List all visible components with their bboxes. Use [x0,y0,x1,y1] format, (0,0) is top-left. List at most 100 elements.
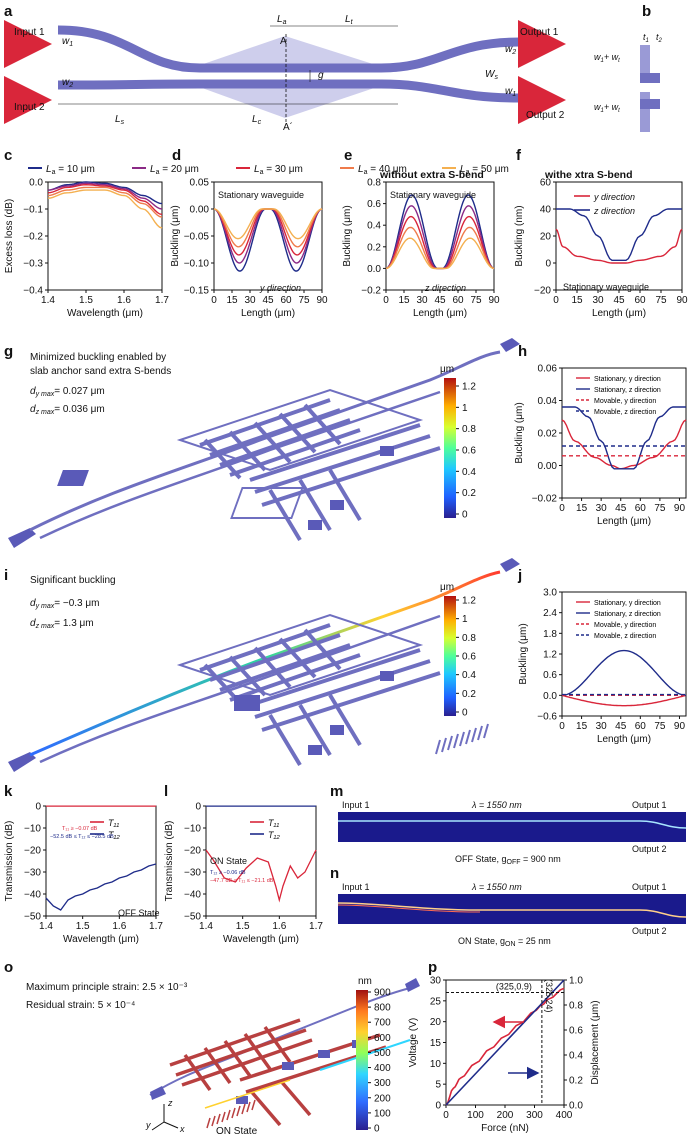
Ls-label: Ls [115,114,125,126]
cb-tick-label: 0.4 [462,467,476,478]
g-dy: dy max= 0.027 μm [30,386,105,398]
x-axis-label-p: Force (nN) [481,1123,529,1134]
cb-o-unit: nm [358,976,372,987]
panel-label-p: p [428,959,437,976]
y-tick-label-f: 20 [540,232,552,243]
x-tick-label-j: 15 [576,721,588,732]
x-tick-label-j: 0 [559,721,565,732]
y-tick-label-h: 0.00 [538,461,558,472]
x-axis-label-l: Wavelength (μm) [223,934,299,945]
y-tick-label-l: −10 [184,824,201,835]
cb-tick-label: 300 [374,1078,391,1089]
chart-c: 1.4 1.5 1.6 1.7 0.0 −0.1 −0.2 −0.3 −0.4 Wavelengt… [4,178,169,320]
legend-entry-c-3: La = 40 μm [358,164,407,176]
legend-entry-k-1: T₁₂ [108,830,120,840]
note-f-1: Stationary waveguide [563,282,649,292]
cb-tick-label: 0.2 [462,488,476,499]
y-tick-label-e: 0.4 [367,221,381,232]
line-h-1 [562,406,686,470]
y-tick-label-j: 3.0 [543,588,557,599]
x-tick-label-e: 90 [488,295,500,306]
panel-label-m: m [330,783,343,800]
x-tick-label-d: 75 [298,295,310,306]
x-axis-label-e: Length (μm) [413,308,467,319]
line-p-voltage [445,987,565,1106]
chart-p: 0 100 200 300 400 30 25 20 15 10 5 0 Force (nN) Volta… [408,976,601,1135]
panel-label-d: d [172,147,181,164]
waveguide-upper [57,25,521,73]
x-tick-label-p: 200 [497,1110,514,1121]
chart-h: 0 15 30 45 60 75 90 0.06 0.04 0.02 0.00 −0.02 Length… [514,364,687,527]
panel-label-h: h [518,343,527,360]
line-e-4 [385,237,495,270]
device-3d-g [8,338,520,548]
legend-entry-f-0: y direction [593,192,635,202]
output-2-label: Output 2 [526,110,565,121]
o-axis-y: y [145,1120,151,1130]
i-dy: dy max= −0.3 μm [30,598,99,610]
w1wt-label-bottom: w1+ wt [594,102,620,114]
i-text-1: Significant buckling [30,575,116,586]
input-2-label: Input 2 [14,102,45,113]
x-tick-label-h: 90 [674,503,686,514]
x-tick-label-h: 45 [615,503,627,514]
line-c-2 [47,183,163,216]
chart-e: 0 15 30 45 60 75 90 0.8 0.6 0.4 0.2 0.0 −0.2 Length (… [342,178,500,320]
panel-b: b t1 t2 w1+ wt w1+ wt [594,3,663,132]
x-tick-label-p: 400 [556,1110,573,1121]
panel-label-g: g [4,343,13,360]
x-tick-label-l: 1.4 [199,921,213,932]
y-tick-label-e: 0.2 [367,242,381,253]
x-tick-label-f: 45 [613,295,625,306]
m-field [338,812,686,842]
x-tick-label-d: 0 [211,295,217,306]
chart-k: 1.4 1.5 1.6 1.7 0 −10 −20 −30 −40 −50 Wavelength (… [4,802,163,946]
g-text-2: slab anchor sand extra S-bends [30,366,171,377]
cb-tick-label: 0.8 [462,424,476,435]
A-prime-label: A´ [283,121,293,133]
y-tick-label-p: 20 [430,1017,442,1028]
x-tick-label-k: 1.7 [149,921,163,932]
cb-tick-label: 200 [374,1093,391,1104]
x-tick-label-h: 75 [654,503,666,514]
y-tick-label-h: 0.06 [538,364,558,375]
x-tick-label-f: 30 [592,295,604,306]
colorbar-i-ticks: 1.2 1 0.8 0.6 0.4 0.2 0 [456,596,476,719]
legend-entry-l-1: T₁₂ [268,830,280,840]
x-tick-label-e: 15 [398,295,410,306]
y-tick-label-k: −40 [24,890,41,901]
x-tick-label-f: 0 [553,295,559,306]
y-tick-label-l: −40 [184,890,201,901]
line-h-0 [561,419,687,470]
x-tick-label-d: 90 [316,295,328,306]
cb-tick-label: 800 [374,1003,391,1014]
y-tick-label-j: 0.6 [543,670,557,681]
x-tick-label-j: 30 [596,721,608,732]
y-tick-label-f: 0 [545,259,551,270]
x-tick-label-f: 90 [676,295,688,306]
slab-lower [180,80,398,118]
title-f: withe xtra S-bend [544,169,633,181]
cb-tick-label: 1 [462,403,468,414]
note-e-2: z direction [424,283,466,293]
note-e-1: Stationary waveguide [390,190,476,200]
legend-entry-j-0: Stationary, y direction [594,600,661,607]
x-tick-label-d: 45 [262,295,274,306]
x-tick-label-k: 1.4 [39,921,53,932]
cb-tick-label: 0.4 [462,670,476,681]
line-j-0 [561,694,687,707]
y-tick-label-e: −0.2 [361,286,381,297]
y2-tick-label-p: 1.0 [569,976,583,987]
cb-tick-label: 100 [374,1108,391,1119]
y-axis-label-k: Transmission (dB) [4,821,15,902]
line-p-displacement [445,979,565,1106]
x-tick-label-h: 0 [559,503,565,514]
legend-entry-h-1: Stationary, z direction [594,387,661,394]
y-tick-label-k: 0 [35,802,41,813]
panel-m: m Input 1 λ = 1550 nm Output 1 Output 2 … [330,783,687,866]
x-tick-label-l: 1.7 [309,921,323,932]
y-tick-label-c: −0.1 [23,205,43,216]
t1-label: t1 [643,32,649,44]
note-d-1: Stationary waveguide [218,190,304,200]
